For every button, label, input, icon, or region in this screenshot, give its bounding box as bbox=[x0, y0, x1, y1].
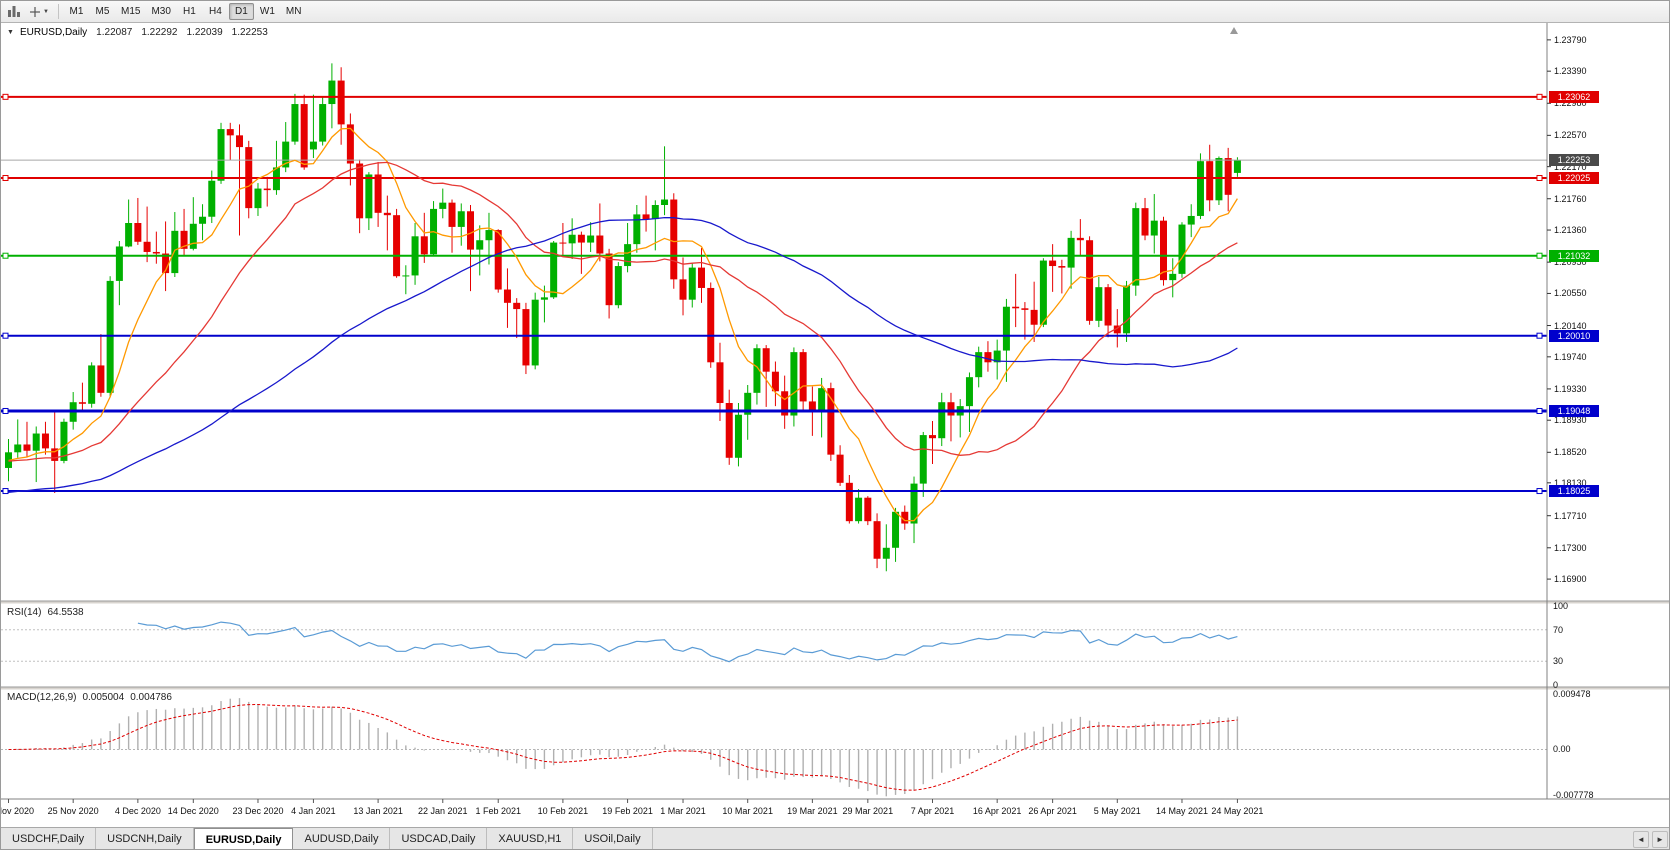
price-tick-label: 1.22570 bbox=[1554, 130, 1587, 141]
crosshair-icon bbox=[30, 6, 41, 17]
price-tick-label: 1.22170 bbox=[1554, 161, 1587, 172]
toolbar-separator bbox=[58, 4, 59, 19]
price-tick-label: 1.21760 bbox=[1554, 193, 1587, 204]
timeframe-button-h4[interactable]: H4 bbox=[209, 6, 222, 17]
macd-main-value: 0.005004 bbox=[82, 692, 125, 703]
tab-usdchf-daily[interactable]: USDCHF,Daily bbox=[1, 828, 97, 849]
price-tick-label: 1.18520 bbox=[1554, 447, 1587, 458]
price-tick-label: 1.17300 bbox=[1554, 542, 1587, 553]
price-badge: 1.19048 bbox=[1549, 404, 1599, 417]
chart-header: ▼ EURUSD,Daily 1.22087 1.22292 1.22039 1… bbox=[7, 27, 268, 38]
tab-usdcnh-daily[interactable]: USDCNH,Daily bbox=[96, 828, 194, 849]
collapse-icon[interactable]: ▼ bbox=[7, 29, 14, 36]
price-tick-label: 1.20950 bbox=[1554, 257, 1587, 268]
price-badge: 1.18025 bbox=[1549, 485, 1599, 498]
timeframe-button-m30[interactable]: M30 bbox=[151, 6, 171, 17]
tab-audusd-daily[interactable]: AUDUSD,Daily bbox=[293, 828, 391, 849]
macd-signal-value: 0.004786 bbox=[130, 692, 172, 703]
price-tick-label: 1.17710 bbox=[1554, 510, 1587, 521]
caret-down-icon: ▼ bbox=[43, 8, 49, 15]
tab-xauusd-h1[interactable]: XAUUSD,H1 bbox=[487, 828, 574, 849]
chart-tabs: USDCHF,Daily USDCNH,Daily EURUSD,Daily AUDU… bbox=[1, 828, 1669, 849]
price-tick-label: 1.19740 bbox=[1554, 351, 1587, 362]
rsi-indicator-label: RSI(14) 64.5538 bbox=[7, 607, 84, 618]
tabs-scroll-right-button[interactable]: ► bbox=[1652, 831, 1668, 848]
price-tick-label: 1.20550 bbox=[1554, 288, 1587, 299]
price-badge: 1.23062 bbox=[1549, 90, 1599, 103]
macd-indicator-label: MACD(12,26,9) 0.005004 0.004786 bbox=[7, 692, 172, 703]
timeframe-button-h1[interactable]: H1 bbox=[183, 6, 196, 17]
price-tick-label: 1.19330 bbox=[1554, 383, 1587, 394]
tab-eurusd-daily[interactable]: EURUSD,Daily bbox=[193, 828, 294, 849]
price-badge: 1.21032 bbox=[1549, 249, 1599, 262]
price-tick-label: 1.23790 bbox=[1554, 34, 1587, 45]
price-badge: 1.22253 bbox=[1549, 154, 1599, 167]
high-value: 1.22292 bbox=[141, 27, 178, 38]
close-value: 1.22253 bbox=[231, 27, 268, 38]
timeframe-button-d1[interactable]: D1 bbox=[228, 3, 254, 20]
timeframe-button-m1[interactable]: M1 bbox=[69, 6, 84, 17]
timeframe-button-mn[interactable]: MN bbox=[285, 6, 302, 17]
price-axis[interactable]: 1.23790 1.23390 1.22980 1.22570 1.22170 1.217… bbox=[1547, 23, 1669, 827]
price-badge: 1.22025 bbox=[1549, 172, 1599, 184]
chart-button[interactable] bbox=[4, 3, 24, 21]
chart-area[interactable]: ▼ EURUSD,Daily 1.22087 1.22292 1.22039 1… bbox=[1, 23, 1670, 827]
price-tick-label: 1.22980 bbox=[1554, 98, 1587, 109]
price-tick-label: 1.23390 bbox=[1554, 66, 1587, 77]
price-tick-label: 1.16900 bbox=[1554, 574, 1587, 585]
timeframe-toolbar: M1 M5 M15 M30 H1 H4 D1 W1 MN bbox=[64, 3, 306, 20]
tabs-scroll-left-button[interactable]: ◄ bbox=[1633, 831, 1649, 848]
tab-scroll-controls: ◄ ► bbox=[1633, 831, 1668, 848]
chart-tabbar: USDCHF,Daily USDCNH,Daily EURUSD,Daily AUDU… bbox=[1, 827, 1669, 849]
price-tick-label: 1.21360 bbox=[1554, 225, 1587, 236]
price-badge: 1.20010 bbox=[1549, 329, 1599, 342]
open-value: 1.22087 bbox=[96, 27, 133, 38]
macd-name: MACD(12,26,9) bbox=[7, 692, 77, 703]
timeframe-button-m5[interactable]: M5 bbox=[95, 6, 110, 17]
symbol-label: EURUSD,Daily bbox=[19, 27, 88, 38]
toolbar: ▼ M1 M5 M15 M30 H1 H4 D1 W1 MN bbox=[1, 1, 1669, 23]
price-tick-label: 1.18930 bbox=[1554, 415, 1587, 426]
tab-usdcad-daily[interactable]: USDCAD,Daily bbox=[390, 828, 488, 849]
price-tick-label: 1.18130 bbox=[1554, 477, 1587, 488]
crosshair-tool-button[interactable]: ▼ bbox=[25, 3, 53, 21]
price-tick-label: 1.20140 bbox=[1554, 320, 1587, 331]
timeframe-button-w1[interactable]: W1 bbox=[259, 6, 275, 17]
rsi-name: RSI(14) bbox=[7, 607, 42, 618]
price-chart-canvas[interactable] bbox=[1, 23, 1670, 827]
chart-icon bbox=[8, 6, 20, 17]
tab-usoil-daily[interactable]: USOil,Daily bbox=[573, 828, 653, 849]
timeframe-button-m15[interactable]: M15 bbox=[121, 6, 141, 17]
rsi-value: 64.5538 bbox=[47, 607, 84, 618]
low-value: 1.22039 bbox=[186, 27, 223, 38]
